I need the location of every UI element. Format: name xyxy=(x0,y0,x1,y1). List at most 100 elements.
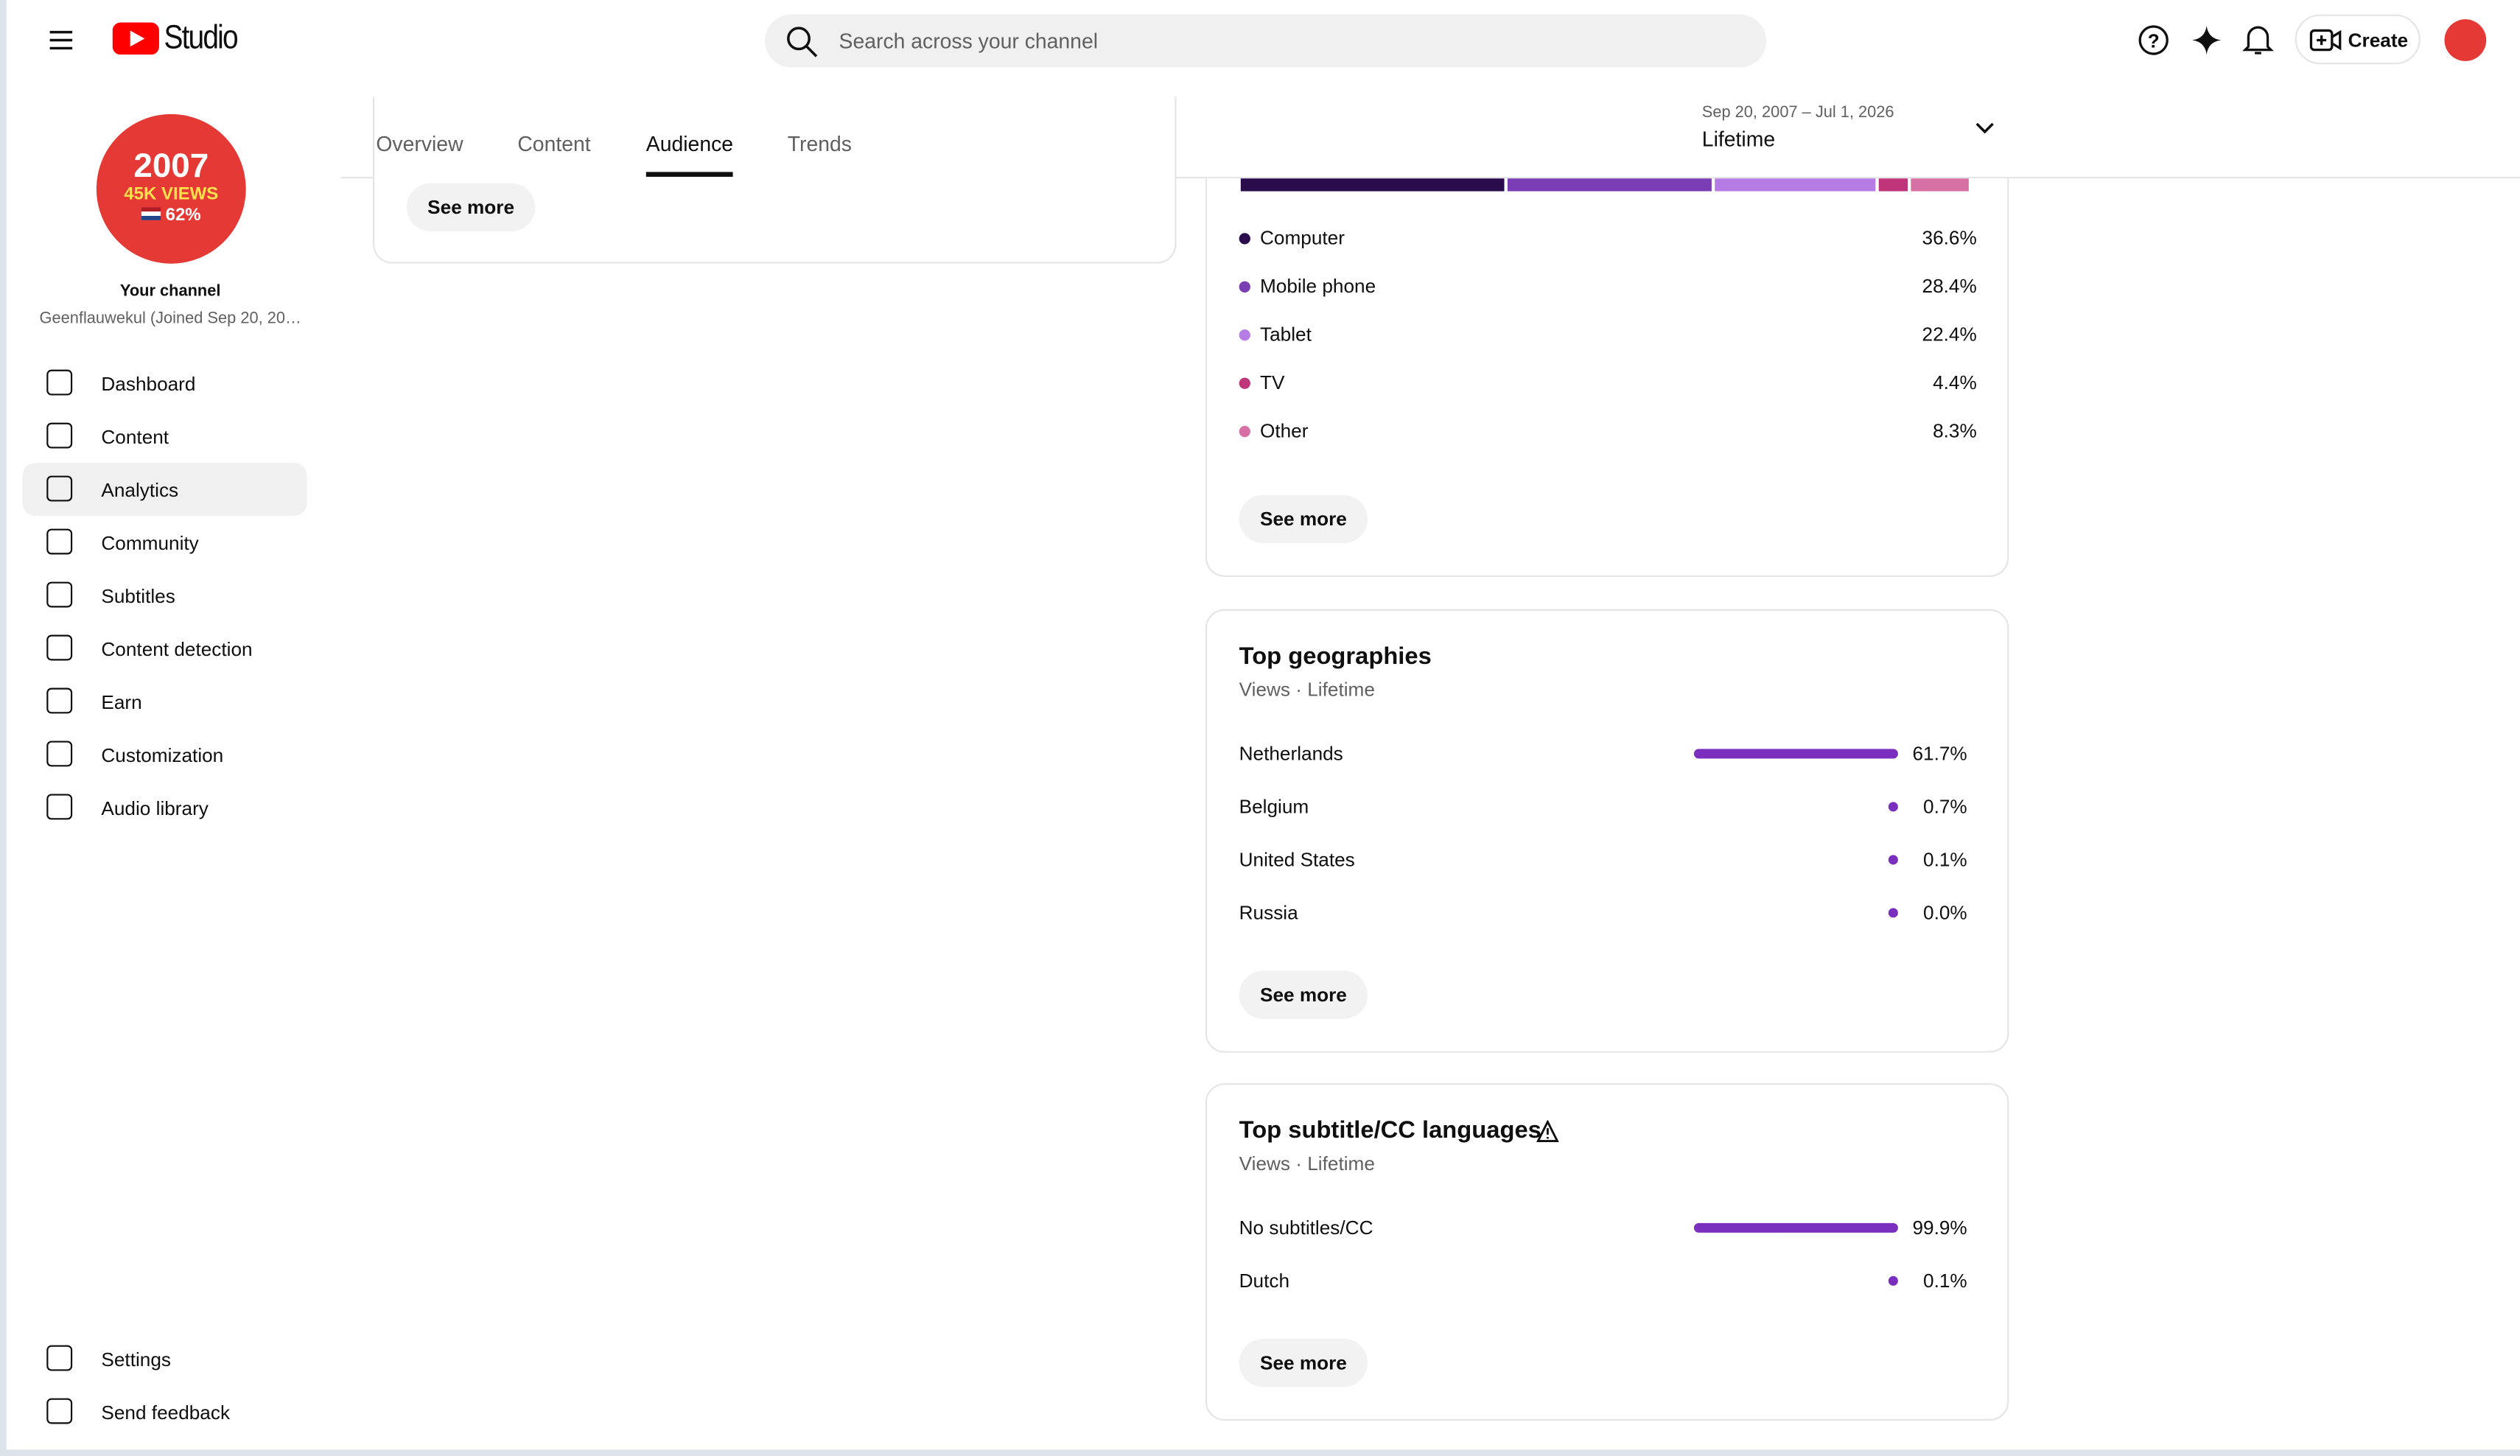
dropdown-icon[interactable] xyxy=(1973,121,1996,137)
nav-icon xyxy=(46,1398,73,1424)
row-bar xyxy=(1888,1275,1898,1286)
legend-dot xyxy=(1239,377,1250,389)
row-value: 99.9% xyxy=(1912,1217,1967,1239)
nav-item[interactable]: Send feedback xyxy=(101,1401,231,1424)
geographies-card: Top geographies Views · Lifetime Netherlan… xyxy=(1205,609,2009,1053)
search-icon xyxy=(787,27,818,57)
row-value: 0.1% xyxy=(1923,1270,1967,1292)
ai-icon[interactable] xyxy=(2191,24,2223,57)
card-subtitle: Views · Lifetime xyxy=(1239,678,1375,701)
nav-icon xyxy=(46,528,73,555)
nav-item[interactable]: Community xyxy=(101,531,199,555)
tab-underline xyxy=(645,172,733,177)
avatar-views: 45K VIEWS xyxy=(124,184,219,205)
languages-card: Top subtitle/CC languages Views · Lifetim… xyxy=(1205,1083,2009,1421)
device-label: Computer xyxy=(1259,226,1345,250)
tab[interactable]: Content xyxy=(517,131,591,156)
device-bar-segment xyxy=(1240,178,1505,192)
see-more-button[interactable]: See more xyxy=(406,183,536,232)
device-bar-segment xyxy=(1911,178,1969,192)
svg-text:?: ? xyxy=(2148,29,2160,52)
logo-text[interactable]: Studio xyxy=(164,19,238,57)
nav-icon xyxy=(46,1345,73,1371)
row-label: Russia xyxy=(1239,901,1298,925)
see-more-button[interactable]: See more xyxy=(1239,494,1368,544)
channel-title: Your channel xyxy=(119,282,221,301)
search-placeholder: Search across your channel xyxy=(839,29,1099,53)
date-range[interactable]: Sep 20, 2007 – Jul 1, 2026 xyxy=(1701,104,1894,122)
device-value: 28.4% xyxy=(1922,274,1977,298)
nav-icon xyxy=(46,422,73,449)
legend-dot xyxy=(1239,425,1250,438)
nav-item[interactable]: Subtitles xyxy=(101,584,175,608)
row-bar xyxy=(1888,802,1898,812)
avatar-year: 2007 xyxy=(133,147,209,185)
row-bar xyxy=(1693,749,1898,759)
nav-icon xyxy=(46,475,73,502)
device-bar-segment xyxy=(1879,178,1908,192)
device-bar-segment xyxy=(1508,178,1712,192)
card-title: Top geographies xyxy=(1239,643,1432,671)
row-label: Dutch xyxy=(1239,1270,1290,1292)
divider xyxy=(340,176,2520,179)
device-label: TV xyxy=(1259,371,1285,394)
warning-icon[interactable] xyxy=(1536,1120,1559,1143)
row-bar xyxy=(1888,908,1898,918)
date-label[interactable]: Lifetime xyxy=(1701,127,1776,152)
card-subtitle: Views · Lifetime xyxy=(1239,1152,1375,1175)
nav-item[interactable]: Analytics xyxy=(101,478,179,502)
nav-item[interactable]: Audio library xyxy=(101,797,209,820)
account-avatar[interactable] xyxy=(2444,19,2487,61)
nav-icon xyxy=(46,687,73,714)
avatar-pct: 62% xyxy=(165,206,201,225)
nav-icon xyxy=(46,634,73,661)
row-bar xyxy=(1888,855,1898,865)
nav-item[interactable]: Customization xyxy=(101,743,224,767)
create-button[interactable]: Create xyxy=(2295,14,2421,65)
row-value: 0.0% xyxy=(1923,901,1967,925)
row-label: Netherlands xyxy=(1239,742,1343,766)
channel-name: Geenflauwekul (Joined Sep 20, 20… xyxy=(39,309,301,328)
search-box[interactable]: Search across your channel xyxy=(765,14,1767,68)
nav-icon xyxy=(46,369,73,396)
row-value: 0.1% xyxy=(1923,848,1967,872)
menu-icon[interactable] xyxy=(48,27,74,53)
create-icon xyxy=(2309,29,2342,52)
nav-item[interactable]: Settings xyxy=(101,1348,171,1371)
nav-item[interactable]: Content xyxy=(101,425,169,449)
row-value: 0.7% xyxy=(1923,795,1967,819)
create-label: Create xyxy=(2348,29,2409,52)
nav-item[interactable]: Content detection xyxy=(101,637,253,661)
see-more-button[interactable]: See more xyxy=(1239,1338,1368,1387)
nav-icon xyxy=(46,581,73,608)
card-title: Top subtitle/CC languages xyxy=(1239,1116,1541,1144)
help-icon[interactable]: ? xyxy=(2138,24,2170,57)
row-value: 61.7% xyxy=(1912,742,1967,766)
see-more-button[interactable]: See more xyxy=(1239,970,1368,1019)
device-label: Mobile phone xyxy=(1259,274,1376,298)
device-value: 22.4% xyxy=(1922,323,1977,346)
device-value: 4.4% xyxy=(1933,371,1977,394)
tab[interactable]: Trends xyxy=(787,131,852,156)
nav-icon xyxy=(46,794,73,820)
nav-item[interactable]: Earn xyxy=(101,690,142,714)
channel-avatar[interactable]: 2007 45K VIEWS 62% xyxy=(96,113,246,264)
legend-dot xyxy=(1239,281,1250,293)
nav-highlight xyxy=(22,463,307,517)
device-label: Other xyxy=(1259,419,1309,442)
logo-icon[interactable] xyxy=(112,22,161,55)
bell-icon[interactable] xyxy=(2242,23,2275,58)
device-value: 36.6% xyxy=(1922,226,1977,250)
row-label: Belgium xyxy=(1239,795,1309,819)
row-bar xyxy=(1693,1222,1898,1233)
devices-card: Computer 36.6% Mobile phone 28.4% Tablet 22.4… xyxy=(1205,178,2009,578)
row-label: United States xyxy=(1239,848,1355,872)
tab[interactable]: Audience xyxy=(645,131,734,156)
nav-item[interactable]: Dashboard xyxy=(101,373,196,396)
legend-dot xyxy=(1239,329,1250,341)
device-bar-segment xyxy=(1715,178,1876,192)
row-label: No subtitles/CC xyxy=(1239,1217,1373,1239)
tab[interactable]: Overview xyxy=(376,131,463,156)
avatar-flag xyxy=(141,207,161,220)
